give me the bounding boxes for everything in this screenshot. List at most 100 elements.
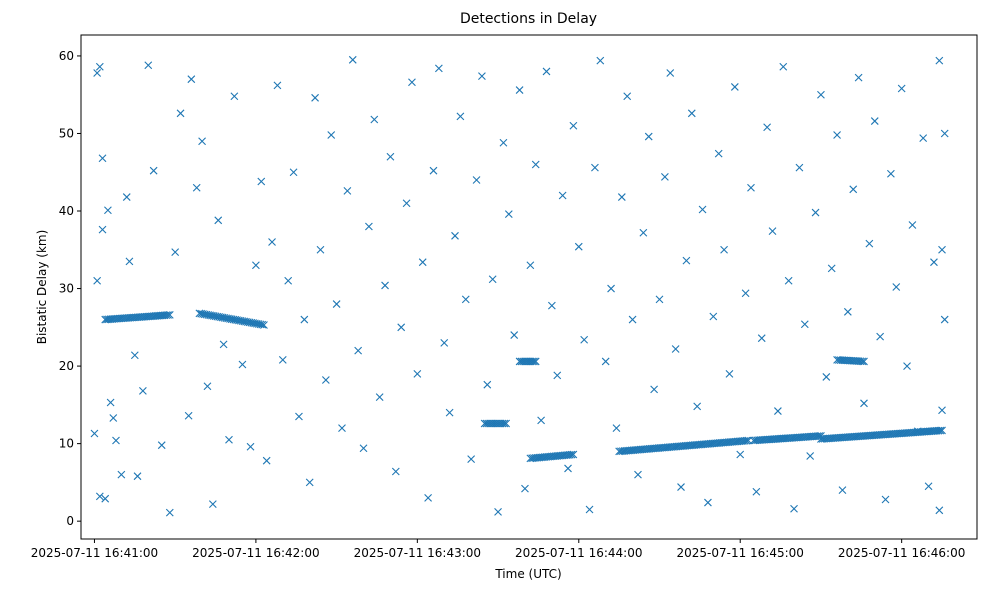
- data-point: [936, 426, 945, 435]
- x-tick-label: 2025-07-11 16:45:00: [676, 546, 803, 560]
- data-point: [488, 275, 497, 284]
- data-point: [892, 283, 901, 291]
- y-axis-label: Bistatic Delay (km): [35, 230, 49, 345]
- data-point: [747, 183, 755, 192]
- data-point: [687, 109, 696, 118]
- data-point: [938, 406, 946, 415]
- data-point: [365, 222, 373, 231]
- data-point: [162, 311, 171, 320]
- data-point: [736, 450, 745, 459]
- data-point: [93, 276, 102, 285]
- data-point: [171, 248, 180, 256]
- data-point: [268, 238, 276, 246]
- data-point: [660, 173, 669, 181]
- data-point: [456, 112, 465, 121]
- data-point: [528, 357, 537, 366]
- x-tick-label: 2025-07-11 16:43:00: [354, 546, 481, 560]
- data-point: [208, 500, 217, 508]
- data-point: [112, 436, 120, 445]
- data-point: [157, 441, 166, 450]
- data-point: [413, 369, 422, 378]
- data-point: [332, 300, 341, 308]
- x-axis-label: Time (UTC): [494, 567, 561, 581]
- data-point: [720, 245, 728, 254]
- data-point: [258, 320, 267, 329]
- data-point: [881, 495, 890, 504]
- data-point: [262, 456, 271, 465]
- data-point: [184, 411, 193, 420]
- data-point: [316, 245, 325, 254]
- data-point: [698, 205, 707, 214]
- data-point: [260, 321, 268, 329]
- data-point: [203, 382, 212, 391]
- data-point: [122, 193, 131, 201]
- x-tick-label: 2025-07-11 16:42:00: [192, 546, 319, 560]
- axes-frame: [80, 34, 978, 540]
- x-tick-label: 2025-07-11 16:44:00: [515, 546, 642, 560]
- data-point: [531, 357, 540, 366]
- data-point: [870, 117, 879, 125]
- data-point: [359, 444, 368, 453]
- data-point: [677, 483, 685, 491]
- data-point: [472, 176, 481, 184]
- data-point: [278, 355, 287, 364]
- data-point: [510, 331, 519, 339]
- data-point: [530, 357, 538, 366]
- data-point: [504, 210, 513, 219]
- data-point: [790, 504, 798, 513]
- data-point: [849, 185, 858, 194]
- data-point: [564, 464, 572, 473]
- data-point: [165, 508, 174, 517]
- data-point: [644, 132, 653, 141]
- data-point: [98, 154, 107, 163]
- data-point: [742, 436, 751, 445]
- data-point: [418, 258, 427, 267]
- data-point: [133, 472, 142, 481]
- data-point: [238, 360, 247, 369]
- data-point: [908, 221, 917, 229]
- data-point: [478, 72, 486, 80]
- data-point: [198, 137, 206, 146]
- data-point: [774, 407, 782, 415]
- data-point: [601, 357, 610, 366]
- data-point: [634, 470, 642, 479]
- data-point: [165, 311, 174, 319]
- data-point: [838, 486, 847, 495]
- data-point: [784, 276, 793, 285]
- data-point: [402, 199, 411, 208]
- data-point: [500, 419, 509, 428]
- data-point: [714, 149, 723, 158]
- data-point: [547, 301, 556, 310]
- data-point: [109, 414, 118, 422]
- data-point: [98, 225, 107, 234]
- y-tick-label: 30: [59, 282, 74, 296]
- data-point: [138, 387, 147, 395]
- data-point: [104, 206, 112, 215]
- data-point: [585, 505, 594, 514]
- data-point: [876, 332, 885, 341]
- data-point: [860, 357, 868, 366]
- data-point: [537, 416, 545, 425]
- data-point: [763, 123, 772, 132]
- data-point: [311, 93, 319, 102]
- data-point: [934, 426, 943, 435]
- data-point: [940, 315, 949, 324]
- data-point: [95, 492, 104, 501]
- data-point: [591, 163, 599, 172]
- data-point: [338, 424, 346, 433]
- data-point: [300, 315, 309, 324]
- y-tick-label: 60: [59, 49, 74, 63]
- data-point: [709, 312, 718, 321]
- data-point: [289, 168, 298, 177]
- data-point: [650, 385, 659, 394]
- data-point: [348, 55, 357, 64]
- data-point: [461, 295, 470, 304]
- data-point: [854, 73, 863, 82]
- data-point: [434, 64, 443, 73]
- data-point: [370, 115, 379, 124]
- data-point: [567, 450, 576, 459]
- data-point: [623, 92, 632, 101]
- data-point: [856, 357, 865, 366]
- data-point: [502, 419, 511, 428]
